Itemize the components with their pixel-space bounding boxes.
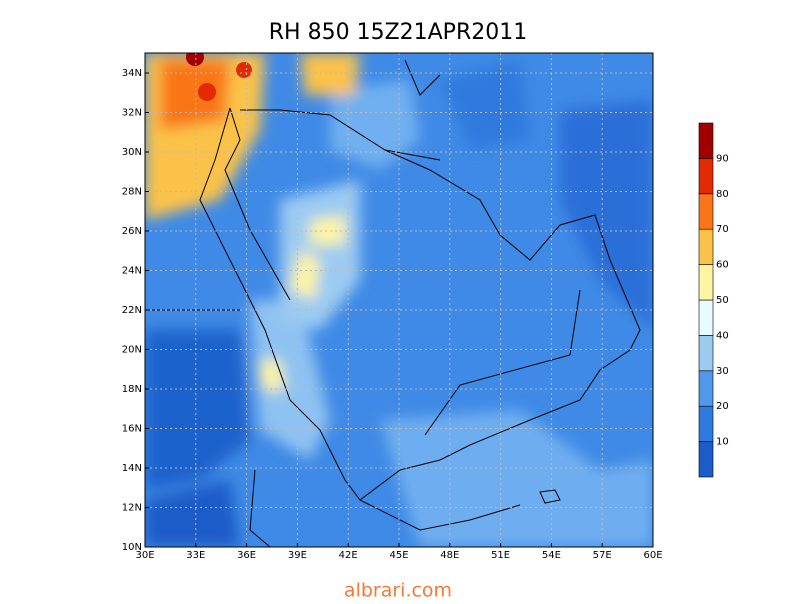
colorbar-segment	[698, 193, 714, 230]
lat-label: 26N	[122, 226, 142, 237]
lat-label: 28N	[122, 187, 142, 198]
title: RH 850 15Z21APR2011	[269, 20, 527, 45]
lat-label: 18N	[122, 384, 142, 395]
lat-label: 10N	[122, 542, 142, 553]
lat-label: 30N	[122, 147, 142, 158]
lon-label: 45E	[389, 550, 408, 561]
colorbar-segment	[698, 122, 714, 159]
colorbar-label: 20	[716, 401, 729, 412]
colorbar-label: 50	[716, 295, 729, 306]
lat-label: 12N	[122, 503, 142, 514]
lon-label: 51E	[491, 550, 510, 561]
colorbar-label: 30	[716, 366, 729, 377]
colorbar-segment	[698, 441, 714, 478]
colorbar-label: 60	[716, 260, 729, 271]
lat-label: 16N	[122, 424, 142, 435]
colorbar-segment	[698, 405, 714, 442]
lon-label: 36E	[237, 550, 256, 561]
lat-label: 14N	[122, 463, 142, 474]
lon-label: 33E	[186, 550, 205, 561]
watermark: albrari.com	[344, 580, 452, 601]
lat-label: 22N	[122, 305, 142, 316]
lon-label: 60E	[643, 550, 662, 561]
colorbar-segment	[698, 299, 714, 336]
lon-label: 42E	[339, 550, 358, 561]
colorbar-segment	[698, 370, 714, 407]
lat-label: 32N	[122, 108, 142, 119]
lat-label: 20N	[122, 345, 142, 356]
lon-label: 48E	[440, 550, 459, 561]
lat-label: 34N	[122, 68, 142, 79]
colorbar-label: 80	[716, 189, 729, 200]
colorbar-segment	[698, 335, 714, 372]
lon-label: 30E	[135, 550, 154, 561]
colorbar-segment	[698, 228, 714, 265]
rh-field	[145, 53, 653, 547]
colorbar-label: 10	[716, 437, 729, 448]
colorbar-label: 70	[716, 224, 729, 235]
lat-label: 24N	[122, 266, 142, 277]
colorbar-label: 90	[716, 153, 729, 164]
lon-label: 54E	[542, 550, 561, 561]
lon-label: 57E	[593, 550, 612, 561]
colorbar-segment	[698, 264, 714, 301]
colorbar-label: 40	[716, 330, 729, 341]
lon-label: 39E	[288, 550, 307, 561]
colorbar-segment	[698, 158, 714, 195]
